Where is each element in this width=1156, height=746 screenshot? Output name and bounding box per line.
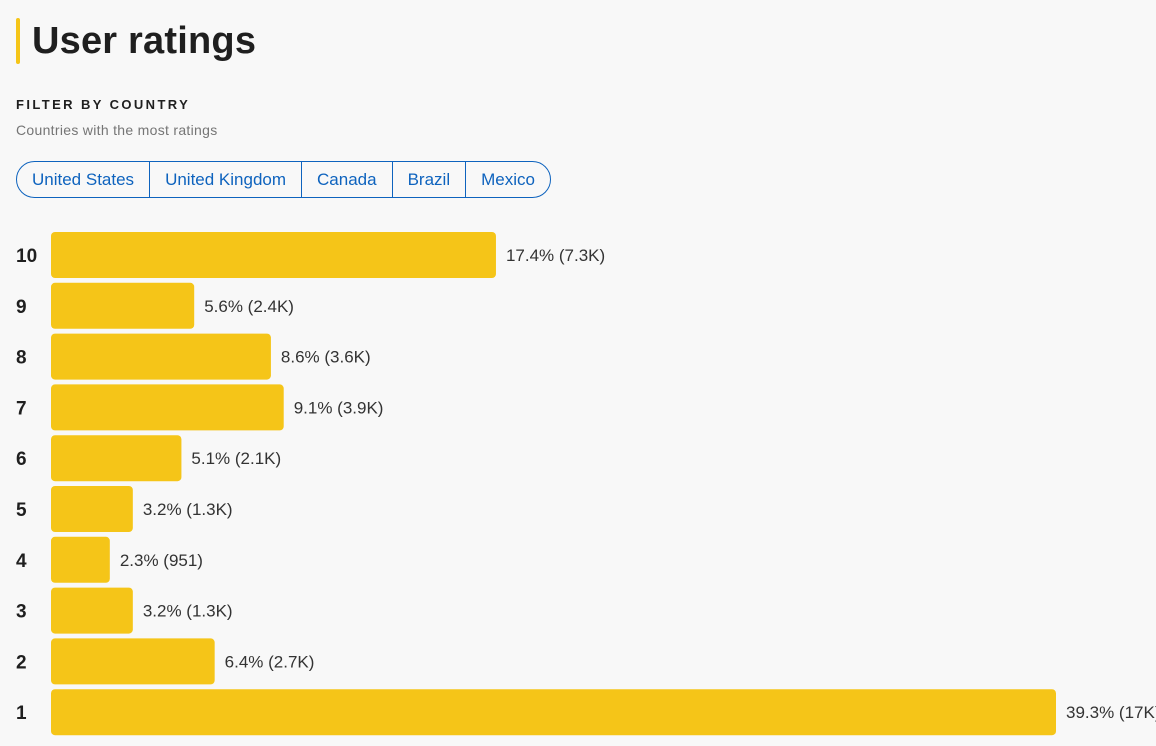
rating-value-label-5: 3.2% (1.3K) [143,500,233,519]
rating-value-label-4: 2.3% (951) [120,551,203,570]
rating-label-2: 2 [16,652,27,673]
rating-value-label-6: 5.1% (2.1K) [191,449,281,468]
filter-heading: FILTER BY COUNTRY [16,97,191,112]
rating-label-9: 9 [16,297,27,318]
ratings-bar-chart: 10 17.4% (7.3K) 9 5.6% (2.4K) 8 8.6% (3.6K) 7 9… [16,232,1156,736]
rating-value-label-10: 17.4% (7.3K) [506,246,605,265]
rating-bar-9[interactable] [51,282,195,329]
rating-bar-5[interactable] [51,486,133,532]
rating-label-10: 10 [16,246,37,267]
rating-bar-6[interactable] [51,435,182,482]
rating-value-label-3: 3.2% (1.3K) [143,602,233,621]
rating-bar-1[interactable] [51,689,1056,736]
rating-bar-4[interactable] [51,536,110,583]
rating-value-label-2: 6.4% (2.7K) [225,652,315,671]
page-title: User ratings [32,19,257,62]
chip-mexico[interactable]: Mexico [465,162,550,197]
rating-label-1: 1 [16,703,27,724]
rating-bar-8[interactable] [51,333,271,380]
chip-brazil[interactable]: Brazil [391,162,466,197]
rating-label-5: 5 [16,500,27,521]
rating-bar-7[interactable] [51,384,284,431]
rating-label-7: 7 [16,398,27,419]
rating-value-label-1: 39.3% (17K) [1066,703,1156,722]
page-header: User ratings [16,18,256,64]
filter-subtext: Countries with the most ratings [16,122,218,138]
rating-bar-2[interactable] [51,638,215,685]
rating-label-4: 4 [16,551,27,572]
rating-bar-10[interactable] [51,232,496,278]
chip-canada[interactable]: Canada [301,162,392,197]
chip-united-kingdom[interactable]: United Kingdom [149,162,301,197]
rating-value-label-8: 8.6% (3.6K) [281,348,371,367]
rating-value-label-7: 9.1% (3.9K) [294,398,384,417]
rating-bar-3[interactable] [51,587,133,634]
country-filter-chips: United States United Kingdom Canada Braz… [16,161,551,198]
rating-label-6: 6 [16,449,27,470]
title-accent-bar [16,18,20,64]
rating-value-label-9: 5.6% (2.4K) [204,297,294,316]
chip-united-states[interactable]: United States [32,169,135,189]
rating-label-3: 3 [16,602,27,623]
rating-label-8: 8 [16,348,27,369]
